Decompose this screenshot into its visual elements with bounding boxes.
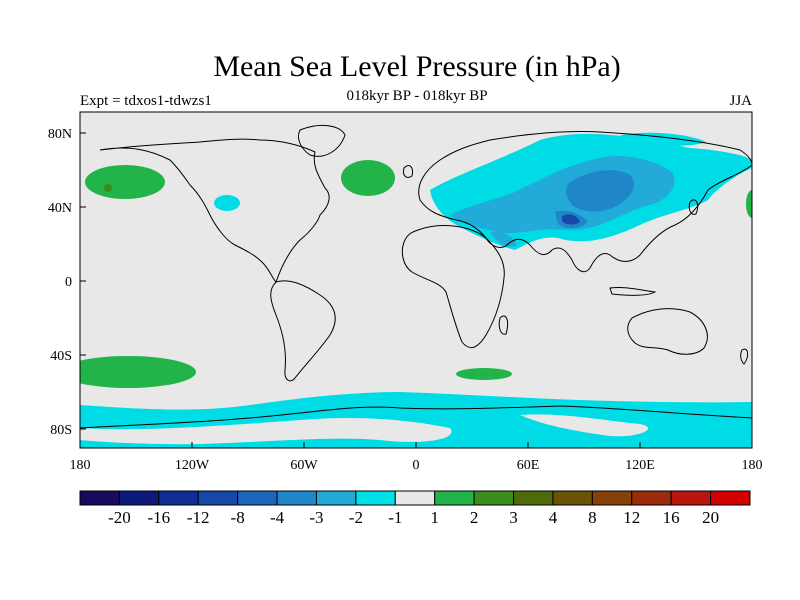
y-tick-label: 80N	[48, 127, 72, 142]
colorbar-swatch	[710, 490, 751, 506]
contour-antarctica-gray	[80, 417, 452, 445]
colorbar-swatch	[158, 490, 199, 506]
x-tick-label: 180	[742, 458, 763, 473]
colorbar-swatch	[434, 490, 475, 506]
contour-npacific-plus1	[85, 165, 165, 199]
x-tick-label: 0	[413, 458, 420, 473]
x-axis: 180 120W 60W 0 60E 120E 180	[70, 442, 763, 473]
colorbar-swatch	[513, 490, 554, 506]
colorbar-label: -16	[147, 508, 170, 527]
y-tick-label: 40N	[48, 201, 72, 216]
colorbar-swatch	[631, 490, 672, 506]
colorbar-label: 12	[623, 508, 640, 527]
coastlines	[80, 124, 752, 429]
season-label: JJA	[729, 93, 752, 109]
plot-title: Mean Sea Level Pressure (in hPa)	[213, 50, 621, 83]
x-tick-label: 180	[70, 458, 91, 473]
madagascar-outline	[498, 315, 509, 335]
colorbar-label: -2	[349, 508, 363, 527]
y-tick-label: 40S	[50, 349, 72, 364]
colorbar-label: 20	[702, 508, 719, 527]
new-zealand-outline	[740, 348, 749, 365]
y-axis: 80N 40N 0 40S 80S	[48, 127, 86, 438]
map-area	[80, 112, 752, 448]
antarctica-outline	[80, 405, 752, 429]
colorbar-label: -1	[388, 508, 402, 527]
colorbar-swatch	[355, 490, 396, 506]
contour-nw-atlantic-minus1	[214, 195, 240, 211]
colorbar-label: -8	[231, 508, 245, 527]
colorbar-swatch	[394, 490, 436, 506]
x-tick-label: 60W	[290, 458, 318, 473]
south-america-outline	[270, 280, 336, 382]
colorbar-label: -20	[108, 508, 131, 527]
uk-outline	[403, 165, 413, 178]
contour-siberia-minus1	[620, 132, 706, 146]
period-label: 018kyr BP - 018kyr BP	[346, 88, 488, 104]
contour-npacific-plus2	[104, 184, 112, 192]
colorbar-swatch	[473, 490, 515, 506]
eurasia-outline	[418, 131, 752, 273]
contour-antarctica-gray-east	[520, 414, 649, 437]
japan-outline	[688, 199, 699, 215]
africa-outline	[401, 225, 505, 349]
greenland-outline	[297, 124, 346, 157]
indonesia-outline	[609, 287, 657, 296]
colorbar-swatch	[237, 490, 278, 506]
x-tick-label: 120E	[625, 458, 655, 473]
colorbar-swatch	[276, 490, 317, 506]
colorbar-label: 2	[470, 508, 479, 527]
contour-tibet-minus4	[562, 214, 580, 225]
y-tick-label: 0	[65, 275, 72, 290]
colorbar-swatch	[118, 490, 160, 506]
colorbar-swatch	[79, 490, 120, 506]
contour-spacific-plus1	[80, 356, 196, 388]
colorbar-swatch	[670, 490, 712, 506]
colorbar: -20 -16 -12 -8 -4 -3 -2 -1 1 2 3 4 8 12 16 20	[79, 490, 751, 527]
colorbar-label: 8	[588, 508, 597, 527]
x-tick-label: 60E	[517, 458, 540, 473]
north-america-outline	[99, 138, 330, 283]
colorbar-label: -4	[270, 508, 285, 527]
colorbar-label: 3	[509, 508, 518, 527]
experiment-label: Expt = tdxos1-tdwzs1	[80, 93, 212, 109]
australia-outline	[627, 308, 708, 355]
colorbar-label: 4	[549, 508, 558, 527]
colorbar-label: 16	[663, 508, 680, 527]
colorbar-swatch	[315, 490, 357, 506]
colorbar-label: -3	[309, 508, 323, 527]
colorbar-label: 1	[430, 508, 439, 527]
contour-satlantic-plus1	[456, 368, 512, 380]
colorbar-swatch	[197, 490, 239, 506]
contour-natlantic-plus1	[341, 160, 395, 196]
y-tick-label: 80S	[50, 423, 72, 438]
x-tick-label: 120W	[175, 458, 210, 473]
contour-edge-plus1	[746, 190, 752, 218]
colorbar-swatch	[591, 490, 633, 506]
contour-asia-minus3	[566, 170, 634, 212]
colorbar-swatch	[552, 490, 593, 506]
colorbar-label: -12	[187, 508, 210, 527]
